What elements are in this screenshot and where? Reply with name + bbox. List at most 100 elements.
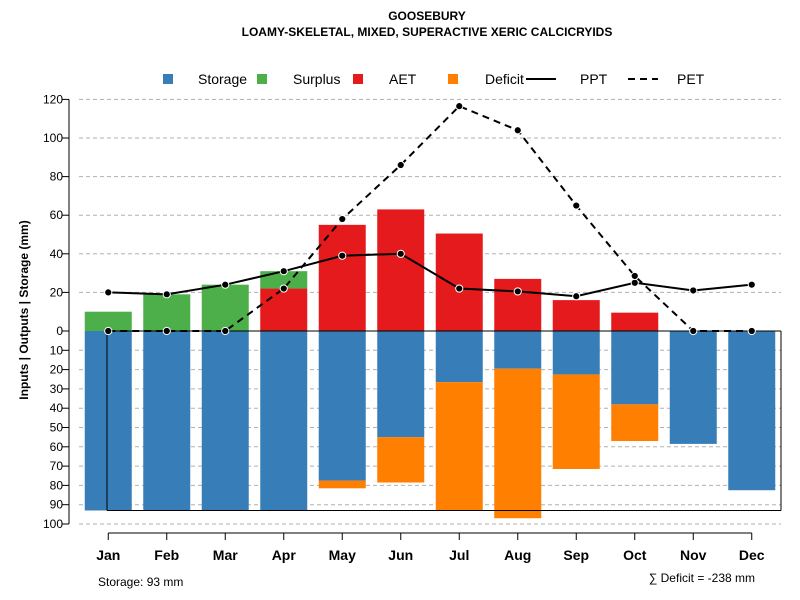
pet-point-aug: [513, 126, 522, 135]
ppt-point-apr: [279, 267, 288, 276]
y-tick-label: 100: [43, 517, 63, 531]
y-axis-label: Inputs | Outputs | Storage (mm): [17, 220, 31, 399]
storage-bar-dec: [728, 331, 776, 491]
surplus-bar-jan: [84, 311, 132, 331]
deficit-sum-note: ∑ Deficit = -238 mm: [649, 571, 755, 585]
pet-point-jul: [455, 102, 464, 111]
storage-bar-may: [318, 331, 366, 481]
storage-bar-sep: [552, 331, 600, 375]
pet-point-jan: [104, 326, 113, 336]
legend: Storage Surplus AET Deficit PPT PET: [163, 71, 705, 87]
pet-point-dec: [747, 326, 756, 336]
y-tick-label: 60: [50, 440, 64, 454]
pet-point-mar: [221, 326, 230, 336]
aet-bar-sep: [552, 300, 600, 331]
y-axis: 0 20 40 60 80 100 120 10 20 30 40 50 60 70 80 90 100: [43, 92, 69, 531]
storage-note: Storage: 93 mm: [98, 575, 183, 589]
series-lines: [104, 102, 756, 336]
x-tick-label-feb: Feb: [154, 547, 179, 563]
chart-subtitle: LOAMY-SKELETAL, MIXED, SUPERACTIVE XERIC…: [242, 25, 613, 39]
ppt-line: [108, 252, 752, 298]
x-tick-label-nov: Nov: [680, 547, 707, 563]
y-tick-label: 60: [50, 208, 64, 222]
x-tick-label-jul: Jul: [449, 547, 469, 563]
y-tick-label: 20: [50, 363, 64, 377]
ppt-point-jul: [455, 284, 464, 293]
pet-line: [108, 104, 752, 332]
ppt-point-jun: [396, 249, 405, 258]
aet-bar-oct: [611, 312, 659, 331]
storage-bar-mar: [201, 331, 249, 511]
legend-label-deficit: Deficit: [485, 71, 524, 87]
legend-label-aet: AET: [389, 71, 417, 87]
y-tick-label: 90: [50, 498, 64, 512]
y-tick-label: 80: [50, 478, 64, 492]
ppt-point-may: [338, 251, 347, 260]
ppt-point-jan: [104, 288, 113, 297]
x-tick-label-oct: Oct: [623, 547, 647, 563]
storage-bar-apr: [260, 331, 308, 511]
deficit-bar-may: [318, 480, 366, 489]
x-tick-label-jun: Jun: [388, 547, 413, 563]
legend-swatch-deficit: [448, 74, 458, 84]
deficit-bar-oct: [611, 404, 659, 442]
x-axis: Jan Feb Mar Apr May Jun Jul Aug Sep Oct Nov Dec: [96, 533, 765, 563]
x-tick-label-aug: Aug: [504, 547, 531, 563]
ppt-point-feb: [162, 290, 171, 299]
deficit-bar-aug: [494, 368, 542, 519]
ppt-point-oct: [630, 278, 639, 287]
y-tick-label: 120: [43, 92, 63, 106]
pet-point-feb: [162, 326, 171, 336]
gridlines: [79, 98, 781, 525]
chart-title: GOOSEBURY: [388, 9, 466, 23]
y-tick-label: 20: [50, 285, 64, 299]
aet-bar-may: [318, 224, 366, 331]
y-tick-label: 10: [50, 343, 64, 357]
y-tick-label: 40: [50, 247, 64, 261]
x-tick-label-mar: Mar: [213, 547, 238, 563]
x-tick-label-dec: Dec: [739, 547, 765, 563]
bars: [84, 209, 776, 519]
x-tick-label-sep: Sep: [563, 547, 589, 563]
y-tick-label: 80: [50, 170, 64, 184]
legend-swatch-surplus: [257, 74, 267, 84]
ppt-point-aug: [513, 287, 522, 296]
y-tick-label: 0: [56, 324, 63, 338]
legend-label-pet: PET: [677, 71, 705, 87]
legend-label-ppt: PPT: [580, 71, 608, 87]
y-tick-label: 70: [50, 459, 64, 473]
x-tick-label-may: May: [329, 547, 356, 563]
y-tick-label: 30: [50, 382, 64, 396]
legend-swatch-storage: [163, 74, 173, 84]
y-tick-label: 50: [50, 421, 64, 435]
pet-point-jun: [396, 160, 405, 170]
storage-bar-aug: [494, 331, 542, 369]
storage-bar-jun: [377, 331, 425, 438]
x-tick-label-jan: Jan: [96, 547, 120, 563]
aet-bar-aug: [494, 278, 542, 331]
aet-bar-jun: [377, 209, 425, 331]
deficit-bar-jun: [377, 437, 425, 483]
deficit-bar-sep: [552, 374, 600, 469]
ppt-point-mar: [221, 280, 230, 289]
storage-bar-jan: [84, 331, 132, 511]
legend-label-storage: Storage: [198, 71, 247, 87]
surplus-bar-feb: [143, 294, 191, 331]
legend-label-surplus: Surplus: [293, 71, 340, 87]
deficit-bar-jul: [435, 382, 483, 511]
aet-bar-jul: [435, 233, 483, 331]
ppt-point-nov: [689, 286, 698, 295]
storage-bar-oct: [611, 331, 659, 405]
legend-swatch-aet: [353, 74, 363, 84]
y-tick-label: 100: [43, 131, 63, 145]
pet-point-sep: [572, 201, 581, 210]
ppt-point-sep: [572, 292, 581, 301]
pet-point-apr: [279, 284, 288, 293]
storage-bar-jul: [435, 331, 483, 383]
y-tick-label: 40: [50, 401, 64, 415]
storage-bar-nov: [669, 331, 717, 444]
storage-bar-feb: [143, 331, 191, 511]
pet-point-may: [338, 214, 347, 224]
pet-point-oct: [630, 271, 639, 281]
